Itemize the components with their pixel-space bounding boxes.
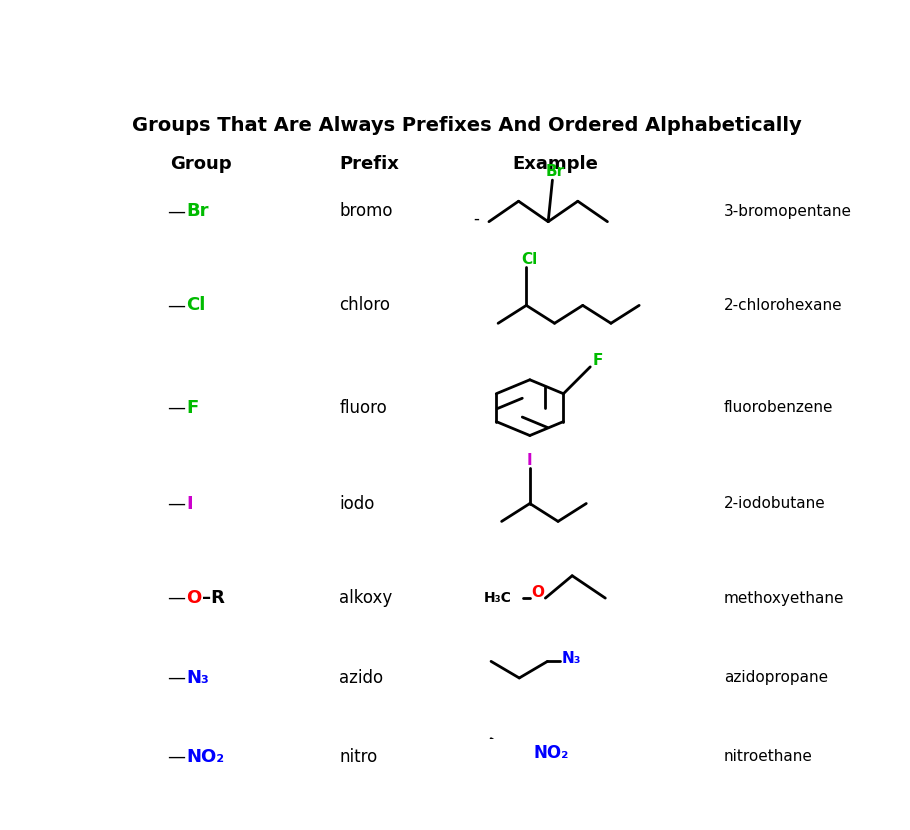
Text: N₃: N₃ (187, 669, 209, 687)
Text: –R: –R (202, 589, 225, 607)
Text: nitroethane: nitroethane (723, 749, 813, 764)
Text: -: - (473, 210, 480, 228)
Text: —: — (167, 296, 185, 315)
Text: 2-iodobutane: 2-iodobutane (723, 496, 825, 511)
Text: nitro: nitro (339, 748, 378, 765)
Text: —: — (167, 589, 185, 607)
Text: I: I (187, 495, 193, 512)
Text: —: — (167, 495, 185, 512)
Text: Cl: Cl (521, 251, 537, 267)
Text: Group: Group (170, 154, 232, 173)
Text: fluorobenzene: fluorobenzene (723, 400, 834, 415)
Text: bromo: bromo (339, 203, 393, 221)
Text: 2-chlorohexane: 2-chlorohexane (723, 298, 843, 313)
Text: O: O (531, 585, 544, 600)
Text: —: — (167, 398, 185, 417)
Text: alkoxy: alkoxy (339, 589, 393, 607)
Text: chloro: chloro (339, 296, 390, 315)
Text: —: — (167, 669, 185, 687)
Text: NO₂: NO₂ (533, 744, 569, 762)
Text: —: — (167, 748, 185, 765)
Text: F: F (593, 353, 603, 368)
Text: Br: Br (187, 203, 209, 221)
Text: azidopropane: azidopropane (723, 671, 828, 686)
Text: Groups That Are Always Prefixes And Ordered Alphabetically: Groups That Are Always Prefixes And Orde… (132, 115, 801, 134)
Text: NO₂: NO₂ (187, 748, 225, 765)
Text: O: O (187, 589, 202, 607)
Text: N₃: N₃ (561, 652, 581, 666)
Text: 3-bromopentane: 3-bromopentane (723, 204, 852, 219)
Text: azido: azido (339, 669, 383, 687)
Text: Example: Example (512, 154, 598, 173)
Text: Prefix: Prefix (339, 154, 399, 173)
Text: —: — (167, 203, 185, 221)
Text: F: F (187, 398, 198, 417)
Text: fluoro: fluoro (339, 398, 387, 417)
Text: iodo: iodo (339, 495, 375, 512)
Text: Cl: Cl (187, 296, 206, 315)
Text: Br: Br (546, 164, 565, 179)
Text: methoxyethane: methoxyethane (723, 591, 844, 606)
Text: H₃C: H₃C (484, 591, 512, 605)
Text: I: I (527, 453, 532, 468)
